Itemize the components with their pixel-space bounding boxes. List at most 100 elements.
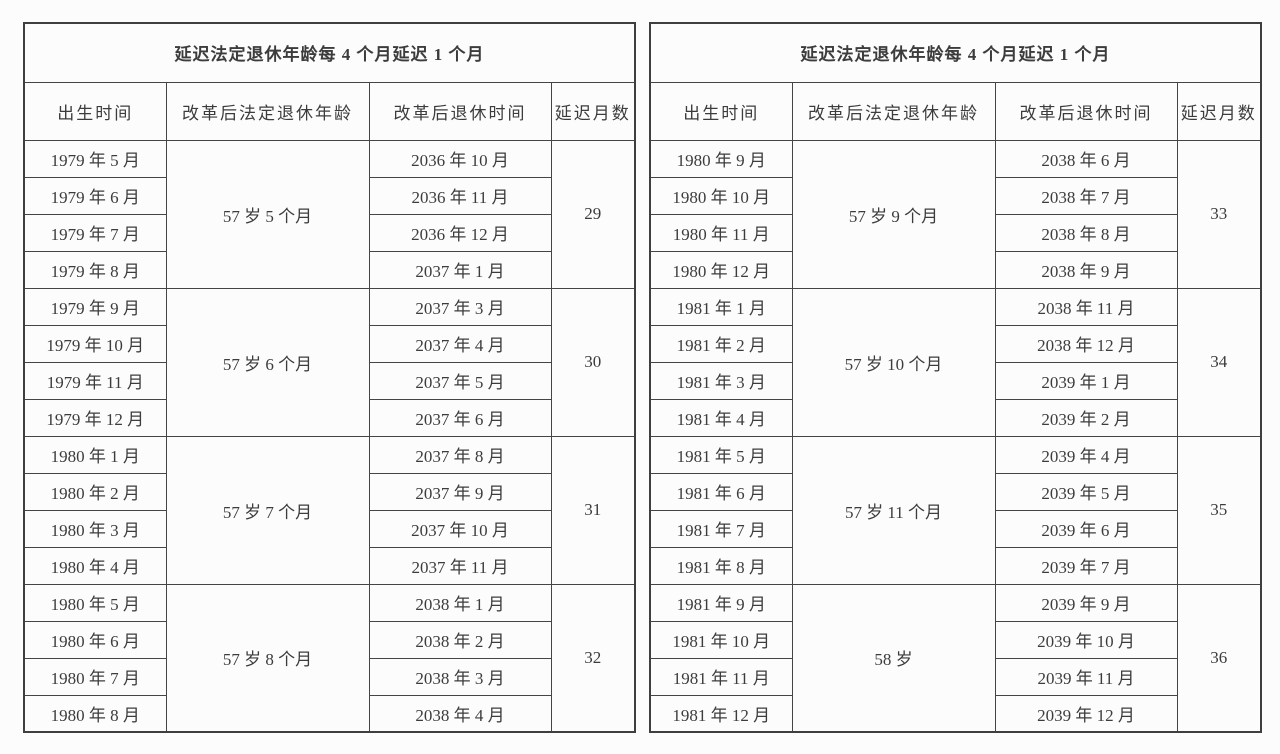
column-header-birth: 出生时间 <box>649 81 793 141</box>
birth-date-cell: 1979 年 5 月 <box>23 139 167 178</box>
birth-date-cell: 1980 年 11 月 <box>649 213 793 252</box>
retirement-date-cell: 2037 年 3 月 <box>368 287 552 326</box>
table-title: 延迟法定退休年龄每 4 个月延迟 1 个月 <box>23 22 636 83</box>
delay-months-cell: 30 <box>550 287 636 437</box>
retirement-date-cell: 2038 年 2 月 <box>368 620 552 659</box>
table-row: 1980 年 5 月 57 岁 8 个月 2038 年 1 月 32 <box>23 583 636 733</box>
birth-date-cell: 1980 年 1 月 <box>23 435 167 474</box>
birth-date-cell: 1981 年 10 月 <box>649 620 793 659</box>
delay-months-cell: 31 <box>550 435 636 585</box>
retirement-date-cell: 2039 年 7 月 <box>994 546 1178 585</box>
birth-date-cell: 1981 年 1 月 <box>649 287 793 326</box>
column-header-birth: 出生时间 <box>23 81 167 141</box>
table-row: 1981 年 1 月 57 岁 10 个月 2038 年 11 月 34 <box>649 287 1262 437</box>
table-row: 1979 年 9 月 57 岁 6 个月 2037 年 3 月 30 <box>23 287 636 437</box>
table-row: 1979 年 7 月 2036 年 12 月 <box>23 213 635 252</box>
retirement-date-cell: 2036 年 10 月 <box>368 139 552 178</box>
retirement-date-cell: 2036 年 11 月 <box>368 176 552 215</box>
column-header-delay: 延迟月数 <box>550 81 636 141</box>
table-row: 1979 年 10 月 2037 年 4 月 <box>23 324 635 363</box>
birth-date-cell: 1980 年 10 月 <box>649 176 793 215</box>
birth-date-cell: 1979 年 7 月 <box>23 213 167 252</box>
table-row: 1981 年 12 月 2039 年 12 月 <box>649 694 1261 733</box>
table-row: 1981 年 11 月 2039 年 11 月 <box>649 657 1261 696</box>
birth-date-cell: 1980 年 12 月 <box>649 250 793 289</box>
retirement-date-cell: 2039 年 10 月 <box>994 620 1178 659</box>
table-row: 1981 年 10 月 2039 年 10 月 <box>649 620 1261 659</box>
table-row: 1979 年 6 月 2036 年 11 月 <box>23 176 635 215</box>
table-row: 1980 年 1 月 57 岁 7 个月 2037 年 8 月 31 <box>23 435 636 585</box>
retirement-date-cell: 2038 年 1 月 <box>368 583 552 622</box>
birth-date-cell: 1980 年 2 月 <box>23 472 167 511</box>
table-row: 1980 年 2 月 2037 年 9 月 <box>23 472 635 511</box>
delay-months-cell: 32 <box>550 583 636 733</box>
table-row: 1981 年 5 月 57 岁 11 个月 2039 年 4 月 35 <box>649 435 1262 585</box>
birth-date-cell: 1979 年 12 月 <box>23 398 167 437</box>
retirement-age-cell: 57 岁 10 个月 <box>791 287 996 437</box>
retirement-date-cell: 2039 年 1 月 <box>994 361 1178 400</box>
column-header-age: 改革后法定退休年龄 <box>791 81 996 141</box>
birth-date-cell: 1981 年 8 月 <box>649 546 793 585</box>
table-row: 1980 年 12 月 2038 年 9 月 <box>649 250 1261 289</box>
birth-date-cell: 1980 年 9 月 <box>649 139 793 178</box>
retirement-age-cell: 58 岁 <box>791 583 996 733</box>
retirement-age-cell: 57 岁 6 个月 <box>165 287 370 437</box>
retirement-date-cell: 2037 年 11 月 <box>368 546 552 585</box>
birth-date-cell: 1981 年 2 月 <box>649 324 793 363</box>
table-title-row: 延迟法定退休年龄每 4 个月延迟 1 个月 <box>649 22 1262 83</box>
table-row: 1981 年 2 月 2038 年 12 月 <box>649 324 1261 363</box>
retirement-date-cell: 2037 年 9 月 <box>368 472 552 511</box>
table-row: 1979 年 12 月 2037 年 6 月 <box>23 398 635 437</box>
retirement-date-cell: 2039 年 9 月 <box>994 583 1178 622</box>
birth-date-cell: 1979 年 8 月 <box>23 250 167 289</box>
table-row: 1980 年 7 月 2038 年 3 月 <box>23 657 635 696</box>
birth-date-cell: 1980 年 5 月 <box>23 583 167 622</box>
table-row: 1981 年 7 月 2039 年 6 月 <box>649 509 1261 548</box>
column-header-retire: 改革后退休时间 <box>994 81 1178 141</box>
retirement-date-cell: 2037 年 8 月 <box>368 435 552 474</box>
table-title: 延迟法定退休年龄每 4 个月延迟 1 个月 <box>649 22 1262 83</box>
birth-date-cell: 1979 年 10 月 <box>23 324 167 363</box>
table-row: 1979 年 8 月 2037 年 1 月 <box>23 250 635 289</box>
retirement-date-cell: 2038 年 4 月 <box>368 694 552 733</box>
retirement-delay-table-left: 延迟法定退休年龄每 4 个月延迟 1 个月 出生时间 改革后法定退休年龄 改革后退休时… <box>23 22 636 733</box>
column-header-row: 出生时间 改革后法定退休年龄 改革后退休时间 延迟月数 <box>23 81 636 141</box>
birth-date-cell: 1981 年 4 月 <box>649 398 793 437</box>
retirement-date-cell: 2039 年 2 月 <box>994 398 1178 437</box>
birth-date-cell: 1981 年 5 月 <box>649 435 793 474</box>
retirement-date-cell: 2039 年 5 月 <box>994 472 1178 511</box>
retirement-age-cell: 57 岁 8 个月 <box>165 583 370 733</box>
delay-months-cell: 29 <box>550 139 636 289</box>
retirement-delay-table-right: 延迟法定退休年龄每 4 个月延迟 1 个月 出生时间 改革后法定退休年龄 改革后退休时… <box>649 22 1262 733</box>
retirement-date-cell: 2038 年 6 月 <box>994 139 1178 178</box>
table-row: 1980 年 3 月 2037 年 10 月 <box>23 509 635 548</box>
table-row: 1981 年 9 月 58 岁 2039 年 9 月 36 <box>649 583 1262 733</box>
delay-months-cell: 33 <box>1176 139 1262 289</box>
retirement-date-cell: 2037 年 6 月 <box>368 398 552 437</box>
table-row: 1980 年 9 月 57 岁 9 个月 2038 年 6 月 33 <box>649 139 1262 289</box>
birth-date-cell: 1979 年 11 月 <box>23 361 167 400</box>
retirement-date-cell: 2037 年 10 月 <box>368 509 552 548</box>
table-row: 1980 年 8 月 2038 年 4 月 <box>23 694 635 733</box>
table-row: 1981 年 3 月 2039 年 1 月 <box>649 361 1261 400</box>
table-row: 1980 年 6 月 2038 年 2 月 <box>23 620 635 659</box>
birth-date-cell: 1981 年 3 月 <box>649 361 793 400</box>
birth-date-cell: 1980 年 6 月 <box>23 620 167 659</box>
retirement-date-cell: 2039 年 11 月 <box>994 657 1178 696</box>
delay-months-cell: 35 <box>1176 435 1262 585</box>
retirement-date-cell: 2038 年 3 月 <box>368 657 552 696</box>
retirement-date-cell: 2038 年 7 月 <box>994 176 1178 215</box>
retirement-date-cell: 2038 年 12 月 <box>994 324 1178 363</box>
birth-date-cell: 1981 年 12 月 <box>649 694 793 733</box>
retirement-date-cell: 2038 年 8 月 <box>994 213 1178 252</box>
birth-date-cell: 1981 年 6 月 <box>649 472 793 511</box>
table-title-row: 延迟法定退休年龄每 4 个月延迟 1 个月 <box>23 22 636 83</box>
retirement-date-cell: 2037 年 1 月 <box>368 250 552 289</box>
table-row: 1979 年 11 月 2037 年 5 月 <box>23 361 635 400</box>
birth-date-cell: 1979 年 6 月 <box>23 176 167 215</box>
birth-date-cell: 1981 年 9 月 <box>649 583 793 622</box>
table-row: 1980 年 4 月 2037 年 11 月 <box>23 546 635 585</box>
column-header-delay: 延迟月数 <box>1176 81 1262 141</box>
retirement-date-cell: 2039 年 12 月 <box>994 694 1178 733</box>
